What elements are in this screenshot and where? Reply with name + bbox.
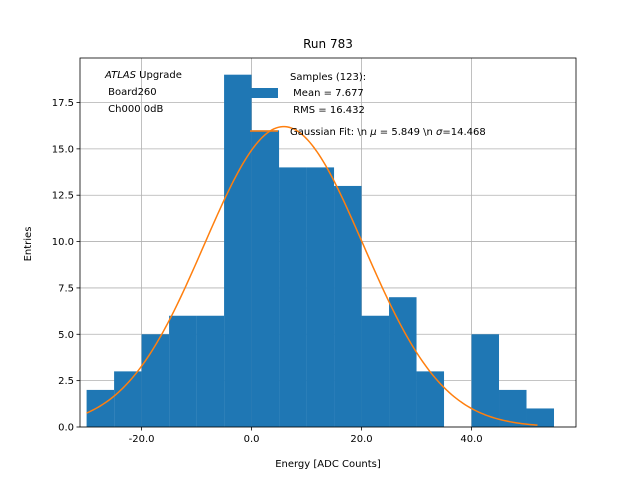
y-tick-label: 15.0	[52, 144, 74, 155]
histogram-bar	[526, 408, 555, 427]
histogram-bar	[279, 167, 307, 427]
chart-title: Run 783	[303, 37, 353, 51]
histogram-bar	[114, 371, 142, 427]
histogram-bars	[86, 74, 555, 427]
histogram-bar	[361, 315, 390, 427]
legend-fit-prefix: Gaussian Fit: \n	[290, 127, 370, 138]
atlas-annotation-channel: Ch000 0dB	[105, 104, 163, 115]
legend-fit-label: Gaussian Fit: \n μ = 5.849 \n σ=14.468	[290, 127, 486, 138]
legend-samples-mean: Mean = 7.677	[290, 88, 364, 99]
y-tick-label: 17.5	[52, 98, 74, 109]
y-tick-label: 10.0	[52, 237, 74, 248]
legend-samples-swatch	[250, 88, 278, 98]
legend-fit-sigma-value: =14.468	[442, 127, 485, 138]
histogram-bar	[416, 371, 445, 427]
x-tick-label: 0.0	[244, 434, 260, 445]
y-tick-label: 5.0	[58, 330, 74, 341]
histogram-bar	[499, 389, 527, 427]
legend-fit-mu-value: = 5.849 \n	[377, 127, 436, 138]
y-tick-label: 2.5	[58, 376, 74, 387]
y-tick-label: 7.5	[58, 283, 74, 294]
fit-curve-group	[86, 125, 538, 426]
histogram-bar	[141, 334, 170, 427]
histogram-bar	[389, 297, 417, 427]
histogram-bar	[471, 334, 500, 427]
atlas-label: ATLAS	[104, 70, 137, 81]
y-tick-label: 12.5	[52, 191, 74, 202]
legend-fit-sigma-symbol: σ	[436, 127, 443, 138]
histogram-bar	[251, 130, 280, 427]
histogram-bar	[334, 185, 362, 427]
legend-samples-rms: RMS = 16.432	[290, 105, 365, 116]
x-tick-label: 40.0	[460, 434, 482, 445]
histogram-bar	[196, 315, 225, 427]
gaussian-fit-curve	[86, 125, 538, 426]
histogram-bar	[86, 389, 115, 427]
histogram-bar	[306, 167, 335, 427]
x-axis-label: Energy [ADC Counts]	[275, 459, 381, 470]
histogram-bar	[169, 315, 197, 427]
atlas-annotation-line1: ATLAS Upgrade	[104, 70, 182, 81]
y-axis-label: Entries	[23, 227, 34, 262]
y-axis: 0.0 2.5 5.0 7.5 10.0 12.5 15.0 17.5	[52, 98, 80, 434]
legend-fit-mu-symbol: μ	[369, 127, 376, 138]
atlas-annotation-board: Board260	[105, 87, 157, 98]
upgrade-label: Upgrade	[136, 70, 182, 81]
x-axis: -20.0 0.0 20.0 40.0	[129, 427, 483, 445]
plot-frame	[79, 57, 577, 428]
x-tick-label: 20.0	[350, 434, 372, 445]
y-tick-label: 0.0	[58, 423, 74, 434]
histogram-bar	[224, 74, 252, 427]
legend-samples-title: Samples (123):	[290, 72, 366, 83]
x-tick-label: -20.0	[129, 434, 155, 445]
